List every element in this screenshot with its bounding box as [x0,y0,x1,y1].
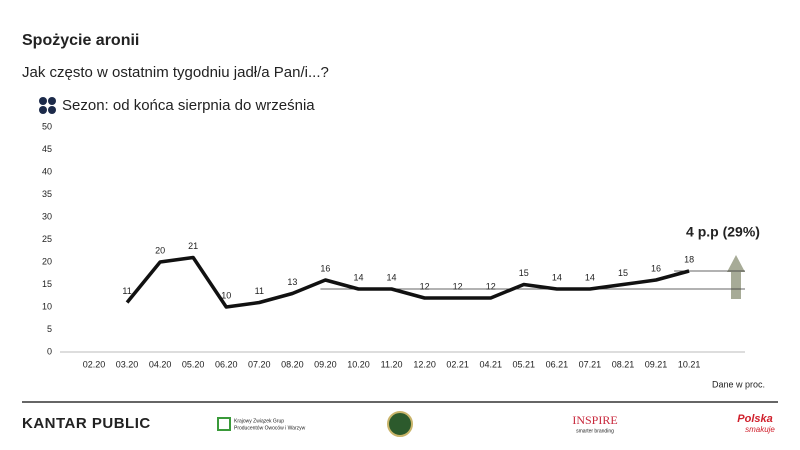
data-label: 11 [122,286,131,296]
y-tick-label: 15 [42,279,52,289]
y-tick-label: 30 [42,211,52,221]
data-label: 14 [387,272,397,282]
polska-logo: Polska [737,413,772,425]
kzgpow-line: Krajowy Związek Grup [234,418,284,424]
x-tick-label: 04.20 [149,359,172,369]
x-tick-label: 07.20 [248,359,271,369]
polska-tagline: smakuje [745,425,775,434]
y-tick-label: 45 [42,144,52,154]
data-label: 16 [651,263,661,273]
x-tick-label: 07.21 [579,359,602,369]
x-tick-label: 04.21 [479,359,502,369]
y-tick-label: 40 [42,166,52,176]
x-tick-label: 08.21 [612,359,635,369]
series-line [125,255,690,309]
data-label: 12 [486,281,496,291]
chart-subtitle: Jak często w ostatnim tygodniu jadł/a Pa… [22,64,329,81]
kzgpow-icon [217,417,231,431]
kantar-logo: KANTAR PUBLIC [22,415,151,432]
x-tick-label: 06.21 [546,359,569,369]
x-tick-label: 12.20 [413,359,436,369]
legend-icon [39,97,56,114]
kzgpow-line: Producentów Owoców i Warzyw [234,425,306,431]
chart-title: Spożycie aronii [22,32,139,49]
data-label: 14 [585,272,595,282]
x-tick-label: 10.21 [678,359,701,369]
y-tick-label: 50 [42,121,52,131]
x-tick-label: 05.21 [513,359,536,369]
x-tick-label: 06.20 [215,359,238,369]
arrow [727,255,745,299]
emblem [387,411,413,437]
x-tick-label: 02.21 [446,359,469,369]
x-tick-label: 10.20 [347,359,370,369]
x-tick-label: 09.21 [645,359,668,369]
x-tick-label: 09.20 [314,359,337,369]
data-label: 20 [155,245,165,255]
y-tick-label: 0 [47,346,52,356]
data-label: 15 [618,268,628,278]
legend-label: Sezon: od końca sierpnia do września [62,97,315,114]
inspire-tagline: smarter branding [576,428,614,434]
data-label: 14 [552,272,562,282]
x-tick-label: 05.20 [182,359,205,369]
data-label: 21 [188,241,198,251]
y-tick-label: 5 [47,324,52,334]
x-tick-label: 11.20 [381,359,403,369]
x-tick-label: 03.20 [116,359,139,369]
y-tick-label: 10 [42,301,52,311]
x-tick-label: 02.20 [83,359,106,369]
x-tick-label: 08.20 [281,359,304,369]
annotation: 4 p.p (29%) [686,224,760,240]
inspire-logo: INSPIRE [572,413,617,427]
note: Dane w proc. [712,379,765,389]
data-label: 12 [453,281,463,291]
data-label: 12 [420,281,430,291]
y-tick-label: 35 [42,189,52,199]
data-label: 11 [255,286,264,296]
y-tick-label: 25 [42,234,52,244]
data-label: 10 [221,290,231,300]
data-label: 18 [684,254,694,264]
data-label: 14 [353,272,363,282]
data-label: 16 [320,263,330,273]
data-label: 13 [287,277,297,287]
y-tick-label: 20 [42,256,52,266]
data-label: 15 [519,268,529,278]
